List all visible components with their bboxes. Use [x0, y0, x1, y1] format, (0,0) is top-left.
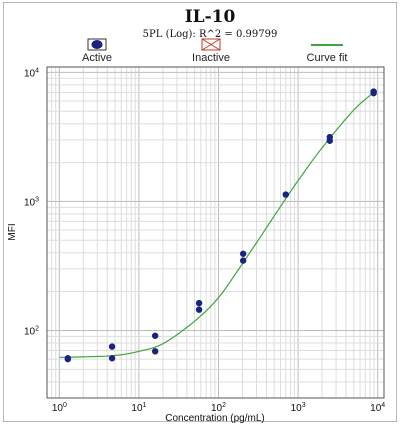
legend-active-dot-icon [91, 40, 103, 49]
data-point [239, 257, 247, 264]
data-point [195, 306, 203, 313]
data-point [195, 299, 203, 307]
data-point [326, 137, 333, 144]
y-tick-label: 103 [24, 196, 39, 208]
data-point [239, 250, 247, 257]
x-tick-label: 103 [291, 402, 306, 414]
grid [46, 67, 384, 399]
legend-item-active[interactable]: Active [82, 38, 112, 64]
legend-item-curve-fit[interactable]: Curve fit [307, 44, 348, 64]
y-tick-label: 102 [24, 326, 39, 338]
data-point [370, 89, 377, 97]
legend-item-inactive[interactable]: Inactive [192, 38, 230, 64]
data-point [108, 355, 116, 362]
x-tick-label: 100 [52, 402, 67, 414]
legend-label-curve-fit: Curve fit [307, 52, 348, 64]
legend-label-inactive: Inactive [192, 52, 230, 64]
legend-label-active: Active [82, 52, 112, 64]
data-points [64, 88, 377, 363]
data-point [282, 191, 289, 198]
x-axis-ticks: 100 101 102 103 104 [52, 402, 385, 414]
chart-frame [3, 2, 397, 422]
legend-inactive-cross-b [201, 38, 221, 51]
y-tick-label: 104 [24, 67, 39, 79]
y-axis-label: MFI [7, 223, 18, 240]
data-point [64, 355, 72, 363]
x-axis-label: Concentration (pg/mL) [165, 413, 265, 424]
plot-area [46, 66, 385, 399]
chart-subtitle: 5PL (Log): R^2 = 0.99799 [143, 29, 278, 40]
x-tick-label: 104 [370, 402, 385, 414]
x-tick-label: 101 [131, 402, 146, 414]
curve-fit-line [59, 90, 377, 358]
data-point [151, 348, 159, 355]
data-point [108, 343, 116, 350]
legend: Active Inactive Curve fit [82, 38, 348, 64]
x-tick-label: 102 [211, 402, 226, 414]
y-axis-ticks: 102 103 104 [24, 67, 39, 337]
chart-title: IL-10 [185, 7, 236, 27]
data-point [151, 332, 159, 339]
